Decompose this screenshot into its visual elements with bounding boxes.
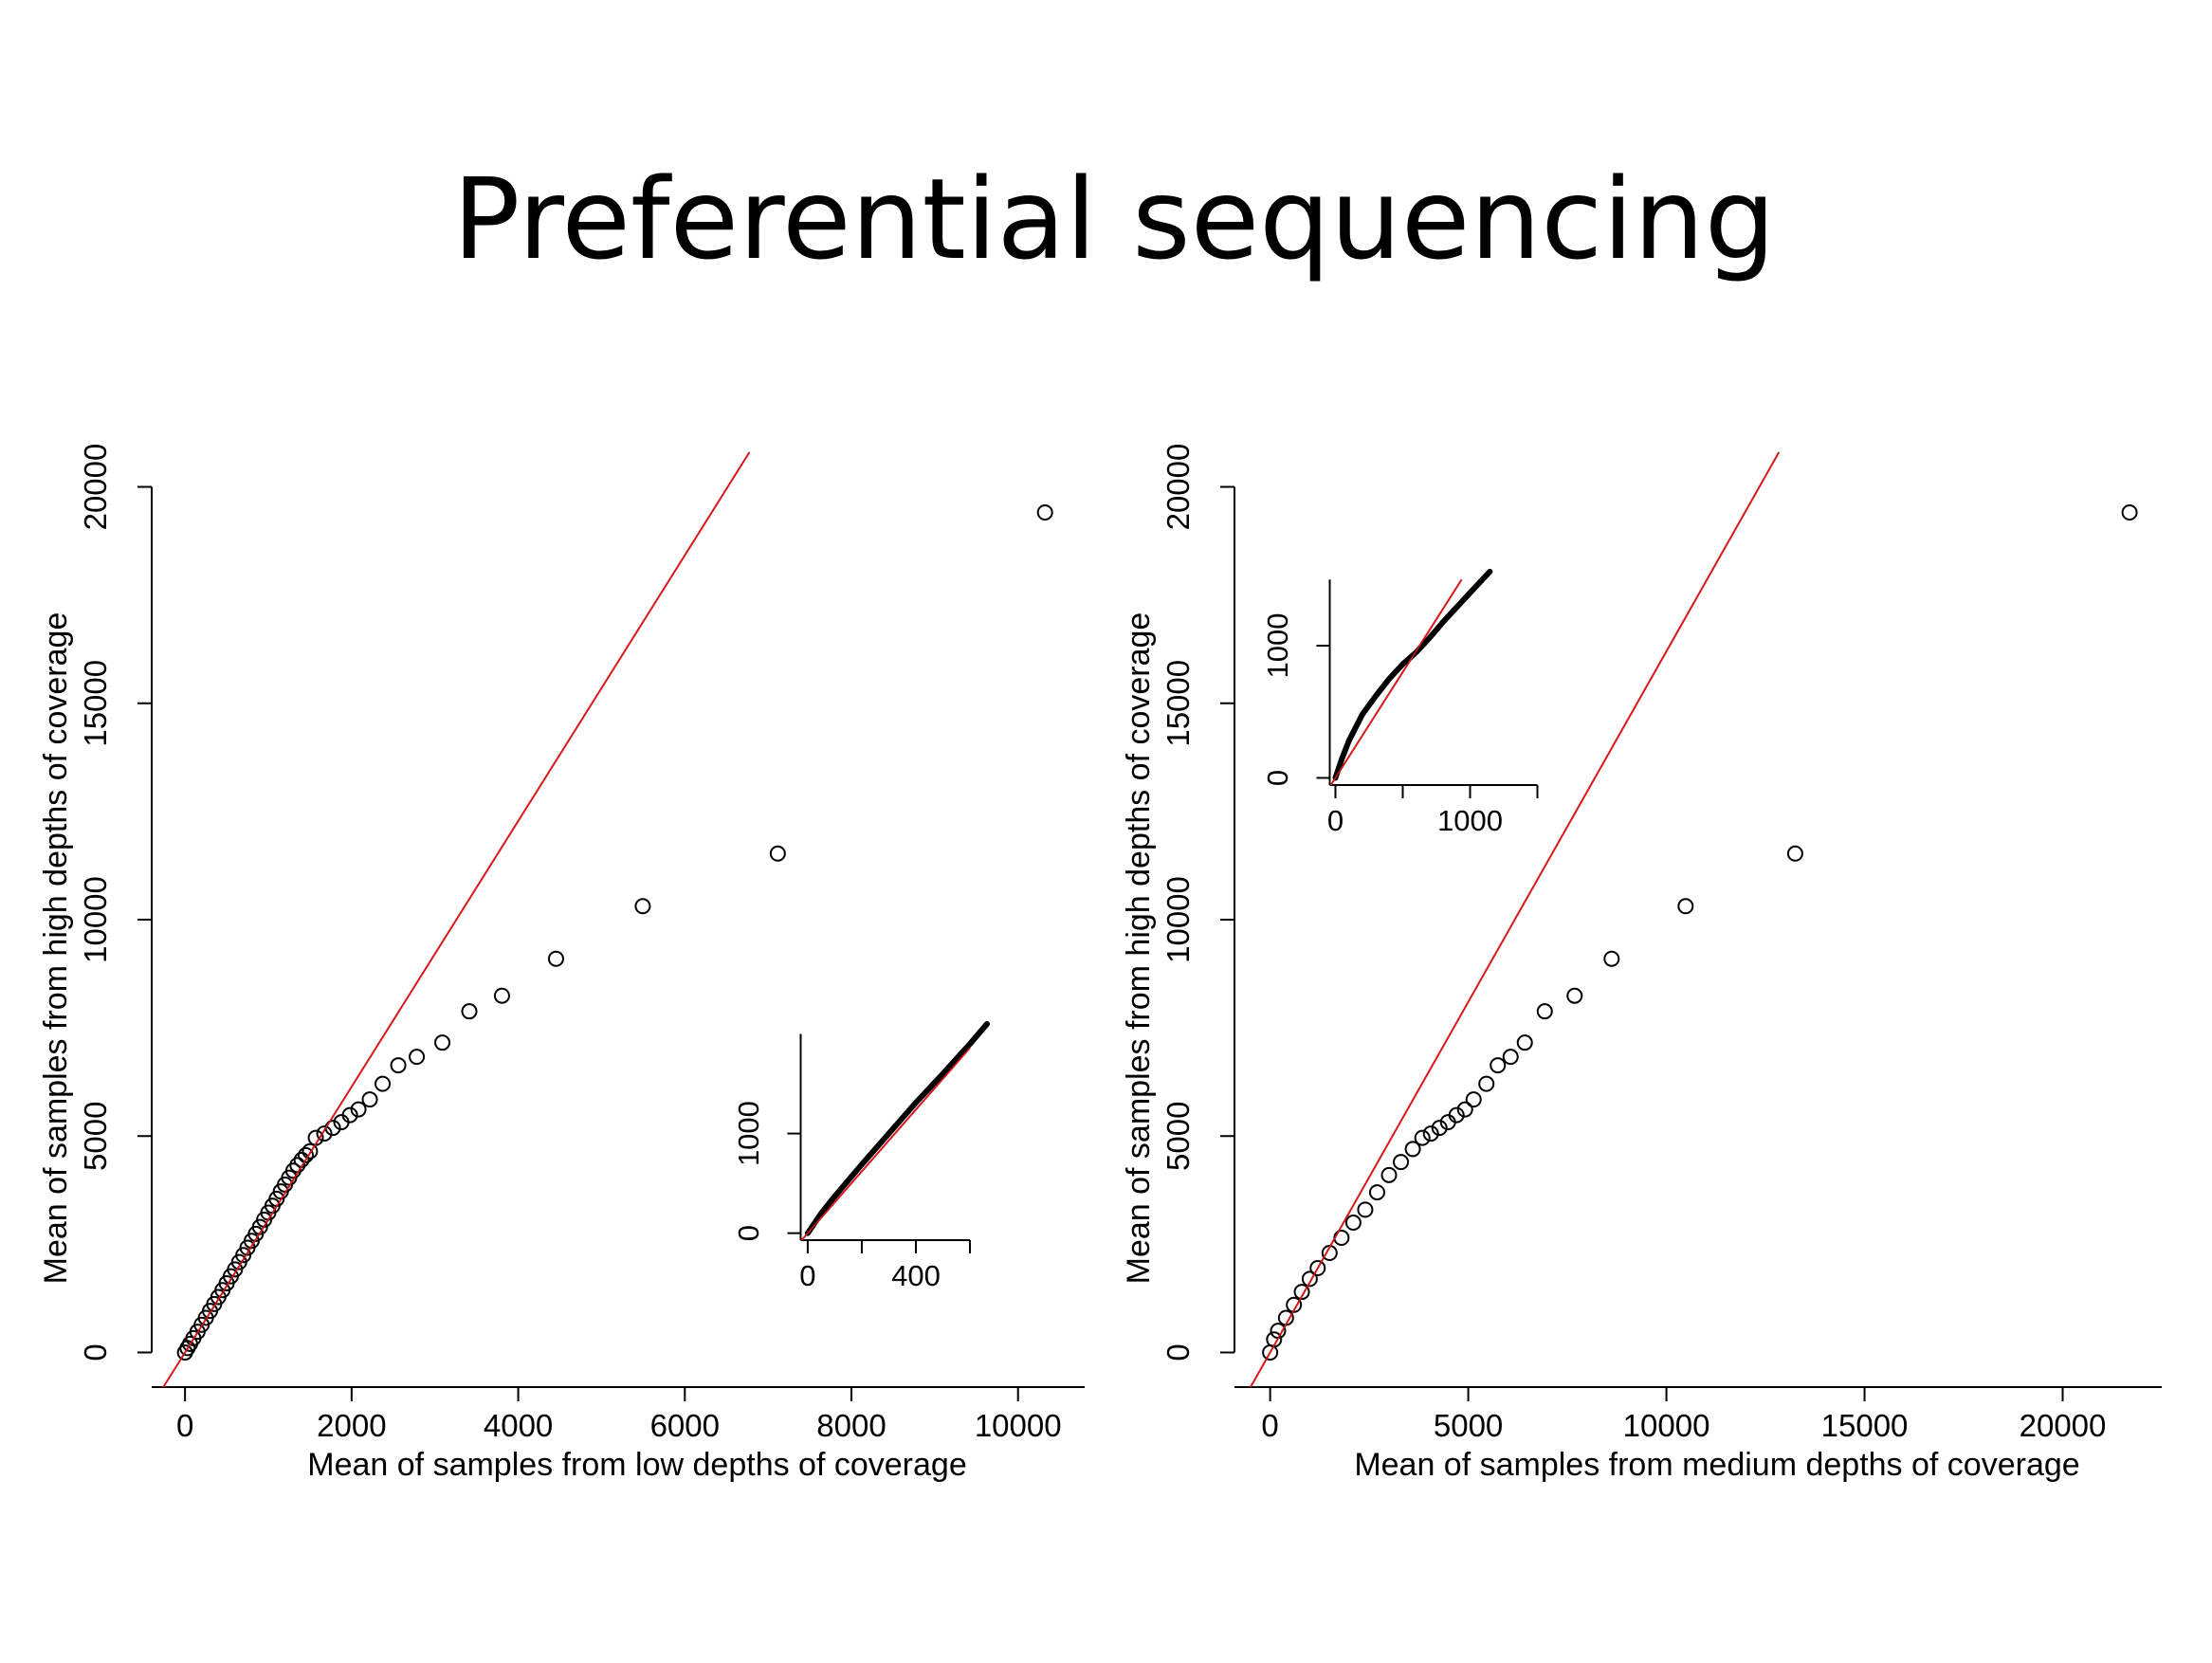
point xyxy=(1677,898,1694,915)
y-tick-label: 5000 xyxy=(78,1102,113,1171)
x-tick-label: 15000 xyxy=(1821,1408,1909,1443)
x-tick-label: 6000 xyxy=(650,1408,720,1443)
reference-line-overlay xyxy=(1250,451,1780,1388)
reference-line-overlay xyxy=(800,1047,971,1241)
point xyxy=(361,1091,378,1108)
point xyxy=(1301,1270,1318,1288)
x-tick-label: 10000 xyxy=(1623,1408,1710,1443)
x-tick-label: 8000 xyxy=(816,1408,886,1443)
y-axis-title: Mean of samples from high depths of cove… xyxy=(1121,612,1157,1285)
point xyxy=(409,1049,426,1066)
y-tick-label: 0 xyxy=(1261,770,1294,786)
slide-title: Preferential sequencing xyxy=(452,154,1775,284)
point xyxy=(1603,950,1620,967)
point xyxy=(1478,1075,1495,1092)
x-axis-title: Mean of samples from medium depths of co… xyxy=(1354,1447,2079,1483)
y-tick-label: 15000 xyxy=(1161,660,1196,747)
point xyxy=(1465,1091,1482,1108)
point xyxy=(1448,1106,1465,1124)
curve xyxy=(804,1020,990,1236)
y-tick-label: 1000 xyxy=(1261,613,1294,679)
point xyxy=(375,1075,392,1092)
point xyxy=(302,1142,319,1160)
point xyxy=(1536,1003,1553,1020)
y-axis-title: Mean of samples from high depths of cove… xyxy=(38,612,74,1285)
y-tick-label: 10000 xyxy=(78,876,113,963)
point xyxy=(1321,1244,1338,1261)
point xyxy=(1414,1129,1431,1146)
point xyxy=(350,1101,367,1118)
point xyxy=(1404,1141,1421,1158)
point xyxy=(1344,1215,1362,1232)
point xyxy=(1786,845,1803,862)
point xyxy=(547,950,564,967)
point xyxy=(1456,1101,1473,1118)
x-tick-label: 4000 xyxy=(484,1408,553,1443)
point xyxy=(1393,1154,1410,1171)
point xyxy=(1502,1049,1519,1066)
point xyxy=(1422,1125,1439,1142)
point xyxy=(1036,503,1053,521)
point xyxy=(2121,503,2138,521)
point xyxy=(434,1034,451,1051)
point xyxy=(390,1057,407,1074)
x-tick-label: 400 xyxy=(891,1259,941,1292)
point xyxy=(1309,1259,1326,1276)
point xyxy=(493,987,510,1004)
point xyxy=(769,845,786,862)
x-tick-label: 0 xyxy=(799,1259,815,1292)
point xyxy=(461,1003,478,1020)
y-tick-label: 20000 xyxy=(78,444,113,531)
y-tick-label: 5000 xyxy=(1161,1102,1196,1171)
point xyxy=(1293,1284,1310,1301)
y-tick-label: 15000 xyxy=(78,660,113,747)
x-axis-title: Mean of samples from low depths of cover… xyxy=(307,1447,966,1483)
x-tick-label: 20000 xyxy=(2020,1408,2107,1443)
y-tick-label: 1000 xyxy=(732,1101,765,1166)
point xyxy=(298,1146,315,1163)
point xyxy=(1380,1166,1398,1183)
point xyxy=(1516,1034,1533,1051)
point xyxy=(316,1125,333,1142)
y-tick-label: 20000 xyxy=(1161,444,1196,531)
point xyxy=(1431,1120,1448,1137)
point xyxy=(634,898,651,915)
x-tick-label: 5000 xyxy=(1434,1408,1503,1443)
point xyxy=(1566,987,1583,1004)
point xyxy=(1357,1201,1374,1218)
x-tick-label: 0 xyxy=(1261,1408,1278,1443)
x-tick-label: 10000 xyxy=(975,1408,1062,1443)
y-tick-label: 10000 xyxy=(1161,876,1196,963)
reference-line-overlay xyxy=(162,451,751,1388)
y-tick-label: 0 xyxy=(1161,1343,1196,1361)
point xyxy=(1490,1057,1507,1074)
y-tick-label: 0 xyxy=(732,1225,765,1241)
x-tick-label: 0 xyxy=(1327,804,1344,837)
x-tick-label: 1000 xyxy=(1437,804,1503,837)
x-tick-label: 0 xyxy=(176,1408,193,1443)
x-tick-label: 2000 xyxy=(317,1408,386,1443)
y-tick-label: 0 xyxy=(78,1343,113,1361)
point xyxy=(341,1106,358,1124)
reference-line-overlay xyxy=(1330,578,1463,786)
point xyxy=(1368,1184,1385,1201)
point xyxy=(1286,1296,1303,1313)
curve xyxy=(1332,568,1493,781)
